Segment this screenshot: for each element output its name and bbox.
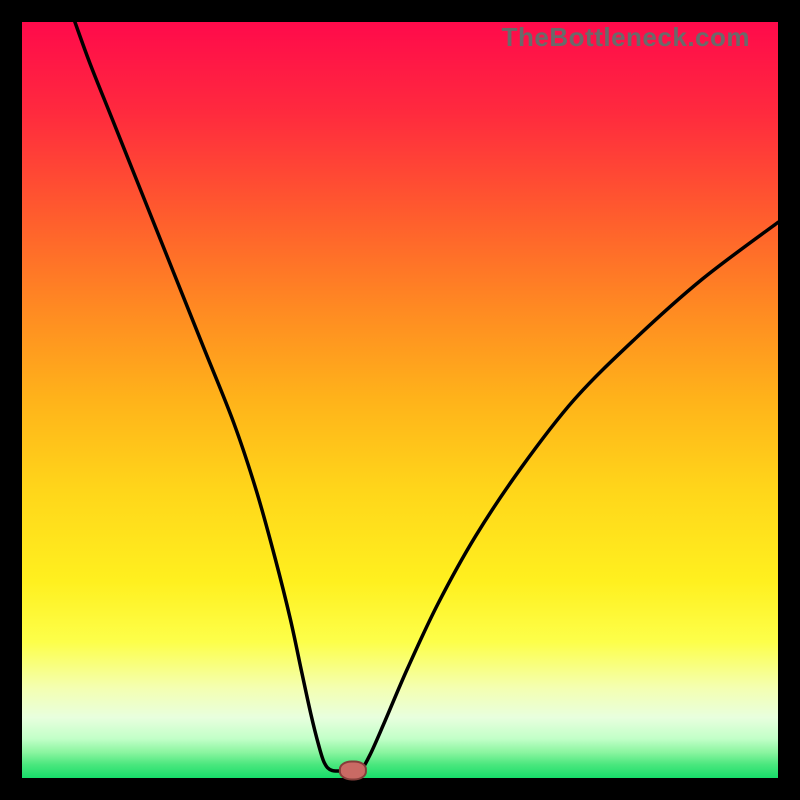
optimum-marker	[339, 761, 367, 780]
curve-svg	[22, 22, 778, 778]
watermark-text: TheBottleneck.com	[502, 22, 750, 53]
plot-area: TheBottleneck.com	[22, 22, 778, 778]
bottleneck-curve	[75, 22, 778, 771]
frame: TheBottleneck.com	[0, 0, 800, 800]
